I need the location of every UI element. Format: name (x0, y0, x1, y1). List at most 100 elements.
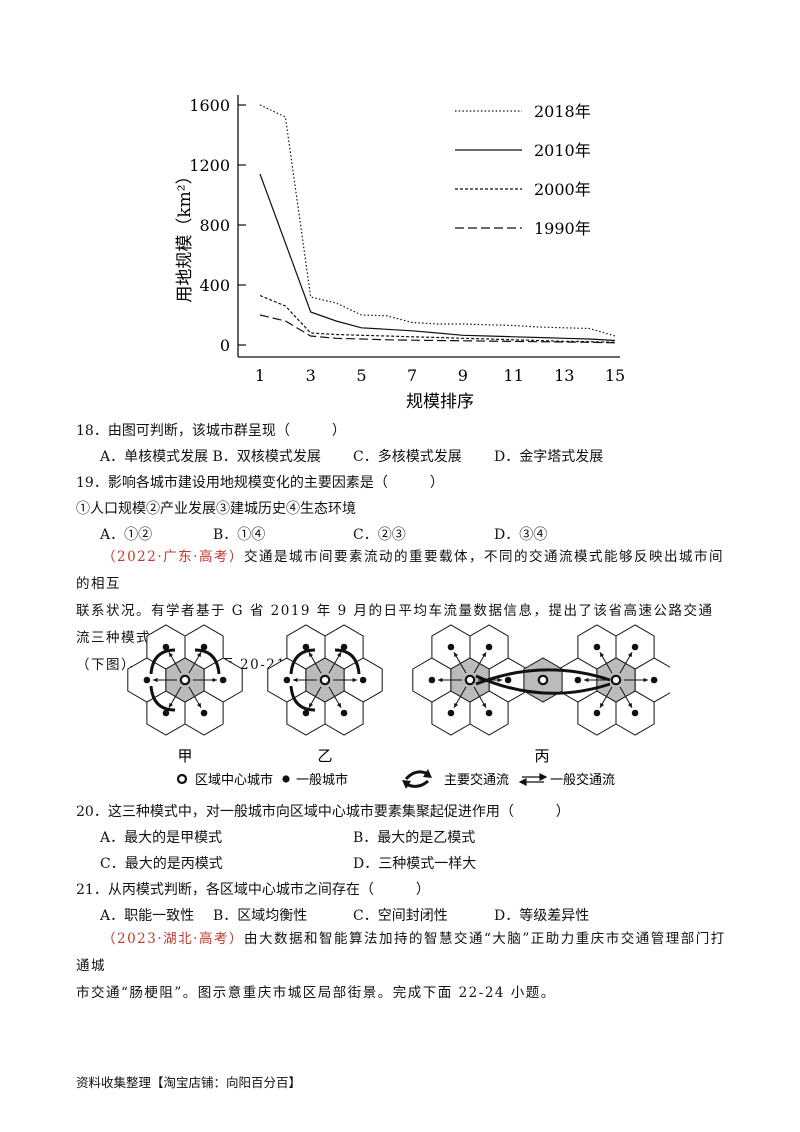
q21-option-c[interactable]: C．空间封闭性 (353, 908, 448, 924)
passage-2023-line1: 由大数据和智能算法加持的智慧交通“大脑”正助力重庆市交通管理部门打通城 (76, 931, 726, 974)
q19-option-a[interactable]: A．①② (100, 527, 153, 543)
q18-stem: 18．由图可判断，该城市群呈现（ ） (76, 423, 346, 439)
x-tick-label: 7 (407, 366, 417, 385)
jia-general-city-4 (162, 643, 170, 651)
x-tick-label: 9 (458, 366, 468, 385)
passage-2022-source: （2022·广东·高考） (102, 549, 244, 565)
bing-right-flow-out-3-head (583, 677, 589, 683)
bing-left-general-city-1 (485, 709, 493, 717)
jia-center-city (179, 674, 191, 686)
q21-option-a[interactable]: A．职能一致性 (100, 908, 195, 924)
q20-stem: 20．这三种模式中，对一般城市向区域中心城市要素集聚起促进作用（ ） (76, 804, 570, 820)
yi-general-city-1 (340, 709, 348, 717)
q20-option-a[interactable]: A．最大的是甲模式 (100, 830, 223, 846)
bing-left-general-city-5 (485, 643, 493, 651)
bing-right-flow-out-5-head (627, 652, 633, 658)
q19-option-c[interactable]: C．②③ (353, 527, 406, 543)
bing-left-flow-out-0-head (497, 677, 503, 683)
series-line-2000年 (259, 294, 616, 343)
jia-flow-out-5-head (196, 652, 202, 658)
passage-2022-line1: 交通是城市间要素流动的重要载体，不同的交通流模式能够反映出城市间的相互 (76, 549, 724, 592)
bing-right-flow-out-1-head (627, 702, 633, 708)
bing-left-general-city-3 (428, 676, 436, 684)
yi-flow-out-3-head (292, 677, 298, 683)
legend-label-2000年: 2000年 (534, 180, 591, 199)
q18-option-ab[interactable]: A．单核模式发展 B．双核模式发展 (100, 449, 321, 465)
x-tick-label: 3 (306, 366, 316, 385)
q18-option-d[interactable]: D．金字塔式发展 (494, 449, 604, 465)
passage-2022-line2: 联系状况。有学者基于 G 省 2019 年 9 月的日平均车流量数据信息，提出了… (76, 603, 714, 646)
jia-general-city-5 (200, 643, 208, 651)
series-line-2010年 (259, 173, 616, 342)
yi-flow-out-4-head (308, 652, 314, 658)
jia-general-city-1 (200, 709, 208, 717)
bing-left-flow-out-1-head (481, 702, 487, 708)
q19-stem: 19．影响各城市建设用地规模变化的主要因素是（ ） (76, 475, 444, 491)
jia-flow-out-1-head (196, 702, 202, 708)
bing-left-general-city-0 (504, 676, 512, 684)
bing-left-center-city (464, 674, 476, 686)
main-flow-symbol (402, 769, 432, 789)
yi-main-flow-1 (334, 648, 361, 675)
q20-option-b[interactable]: B．最大的是乙模式 (353, 830, 476, 846)
bing-right-flow-out-4-head (599, 652, 605, 658)
y-axis-label: 用地规模（km²） (175, 167, 195, 302)
q21-stem: 21．从丙模式判断，各区域中心城市之间存在（ ） (76, 882, 430, 898)
yi-general-city-0 (359, 676, 367, 684)
q20-option-c[interactable]: C．最大的是丙模式 (100, 856, 223, 872)
yi-center-city (319, 674, 331, 686)
bing-left-flow-out-5-head (481, 652, 487, 658)
legend-general-city: 一般城市 (296, 772, 348, 788)
x-tick-label: 1 (255, 366, 265, 385)
bing-right-flow-out-0-head (643, 677, 649, 683)
bing-left-flow-out-3-head (437, 677, 443, 683)
q21-option-b[interactable]: B．区域均衡性 (213, 908, 308, 924)
bing-main-flow-1 (475, 668, 611, 686)
y-tick-label: 1200 (189, 156, 230, 175)
bing-right-general-city-4 (593, 643, 601, 651)
yi-general-city-5 (340, 643, 348, 651)
legend-center-city: 区域中心城市 (195, 772, 273, 788)
yi-flow-out-2-head (308, 702, 314, 708)
bing-right-general-city-3 (574, 676, 582, 684)
jia-flow-out-3-head (152, 677, 158, 683)
bing-right-flow-out-2-head (599, 702, 605, 708)
yi-general-city-2 (302, 709, 310, 717)
bing-left-general-city-2 (447, 709, 455, 717)
y-tick-label: 800 (199, 216, 230, 235)
yi-flow-out-0-head (352, 677, 358, 683)
diagram-label-yi: 乙 (317, 747, 332, 765)
jia-main-flow-1 (194, 648, 221, 675)
x-tick-label: 15 (605, 366, 625, 385)
jia-flow-out-2-head (168, 702, 174, 708)
yi-general-city-4 (302, 643, 310, 651)
q19-option-d[interactable]: D．③④ (494, 527, 548, 543)
yi-flow-out-5-head (336, 652, 342, 658)
q18-option-c[interactable]: C．多核模式发展 (353, 449, 462, 465)
q19-option-b[interactable]: B．①④ (213, 527, 266, 543)
x-tick-label: 5 (356, 366, 366, 385)
yi-main-flow-2 (289, 685, 316, 712)
legend-general-flow: 一般交通流 (550, 772, 615, 788)
legend-label-2018年: 2018年 (534, 102, 591, 121)
jia-main-flow-2 (149, 685, 176, 712)
yi-general-city-3 (283, 676, 291, 684)
diagram-label-jia: 甲 (177, 747, 192, 765)
x-tick-label: 13 (554, 366, 574, 385)
q21-option-d[interactable]: D．等级差异性 (494, 908, 590, 924)
legend-label-1990年: 1990年 (534, 219, 591, 238)
yi-main-flow-0 (289, 648, 316, 675)
general-city-symbol (282, 775, 290, 783)
q20-option-d[interactable]: D．三种模式一样大 (353, 856, 477, 872)
legend-label-2010年: 2010年 (534, 141, 591, 160)
bing-left-general-city-4 (447, 643, 455, 651)
y-tick-label: 400 (199, 276, 230, 295)
passage-2023-source: （2023·湖北·高考） (102, 931, 244, 947)
bing-middle-center-city (537, 674, 549, 686)
series-line-1990年 (259, 314, 616, 344)
passage-2023: （2023·湖北·高考）由大数据和智能算法加持的智慧交通“大脑”正助力重庆市交通… (76, 926, 726, 1007)
jia-flow-out-0-head (212, 677, 218, 683)
q19-factors: ①人口规模②产业发展③建城历史④生态环境 (76, 501, 356, 517)
jia-general-city-2 (162, 709, 170, 717)
